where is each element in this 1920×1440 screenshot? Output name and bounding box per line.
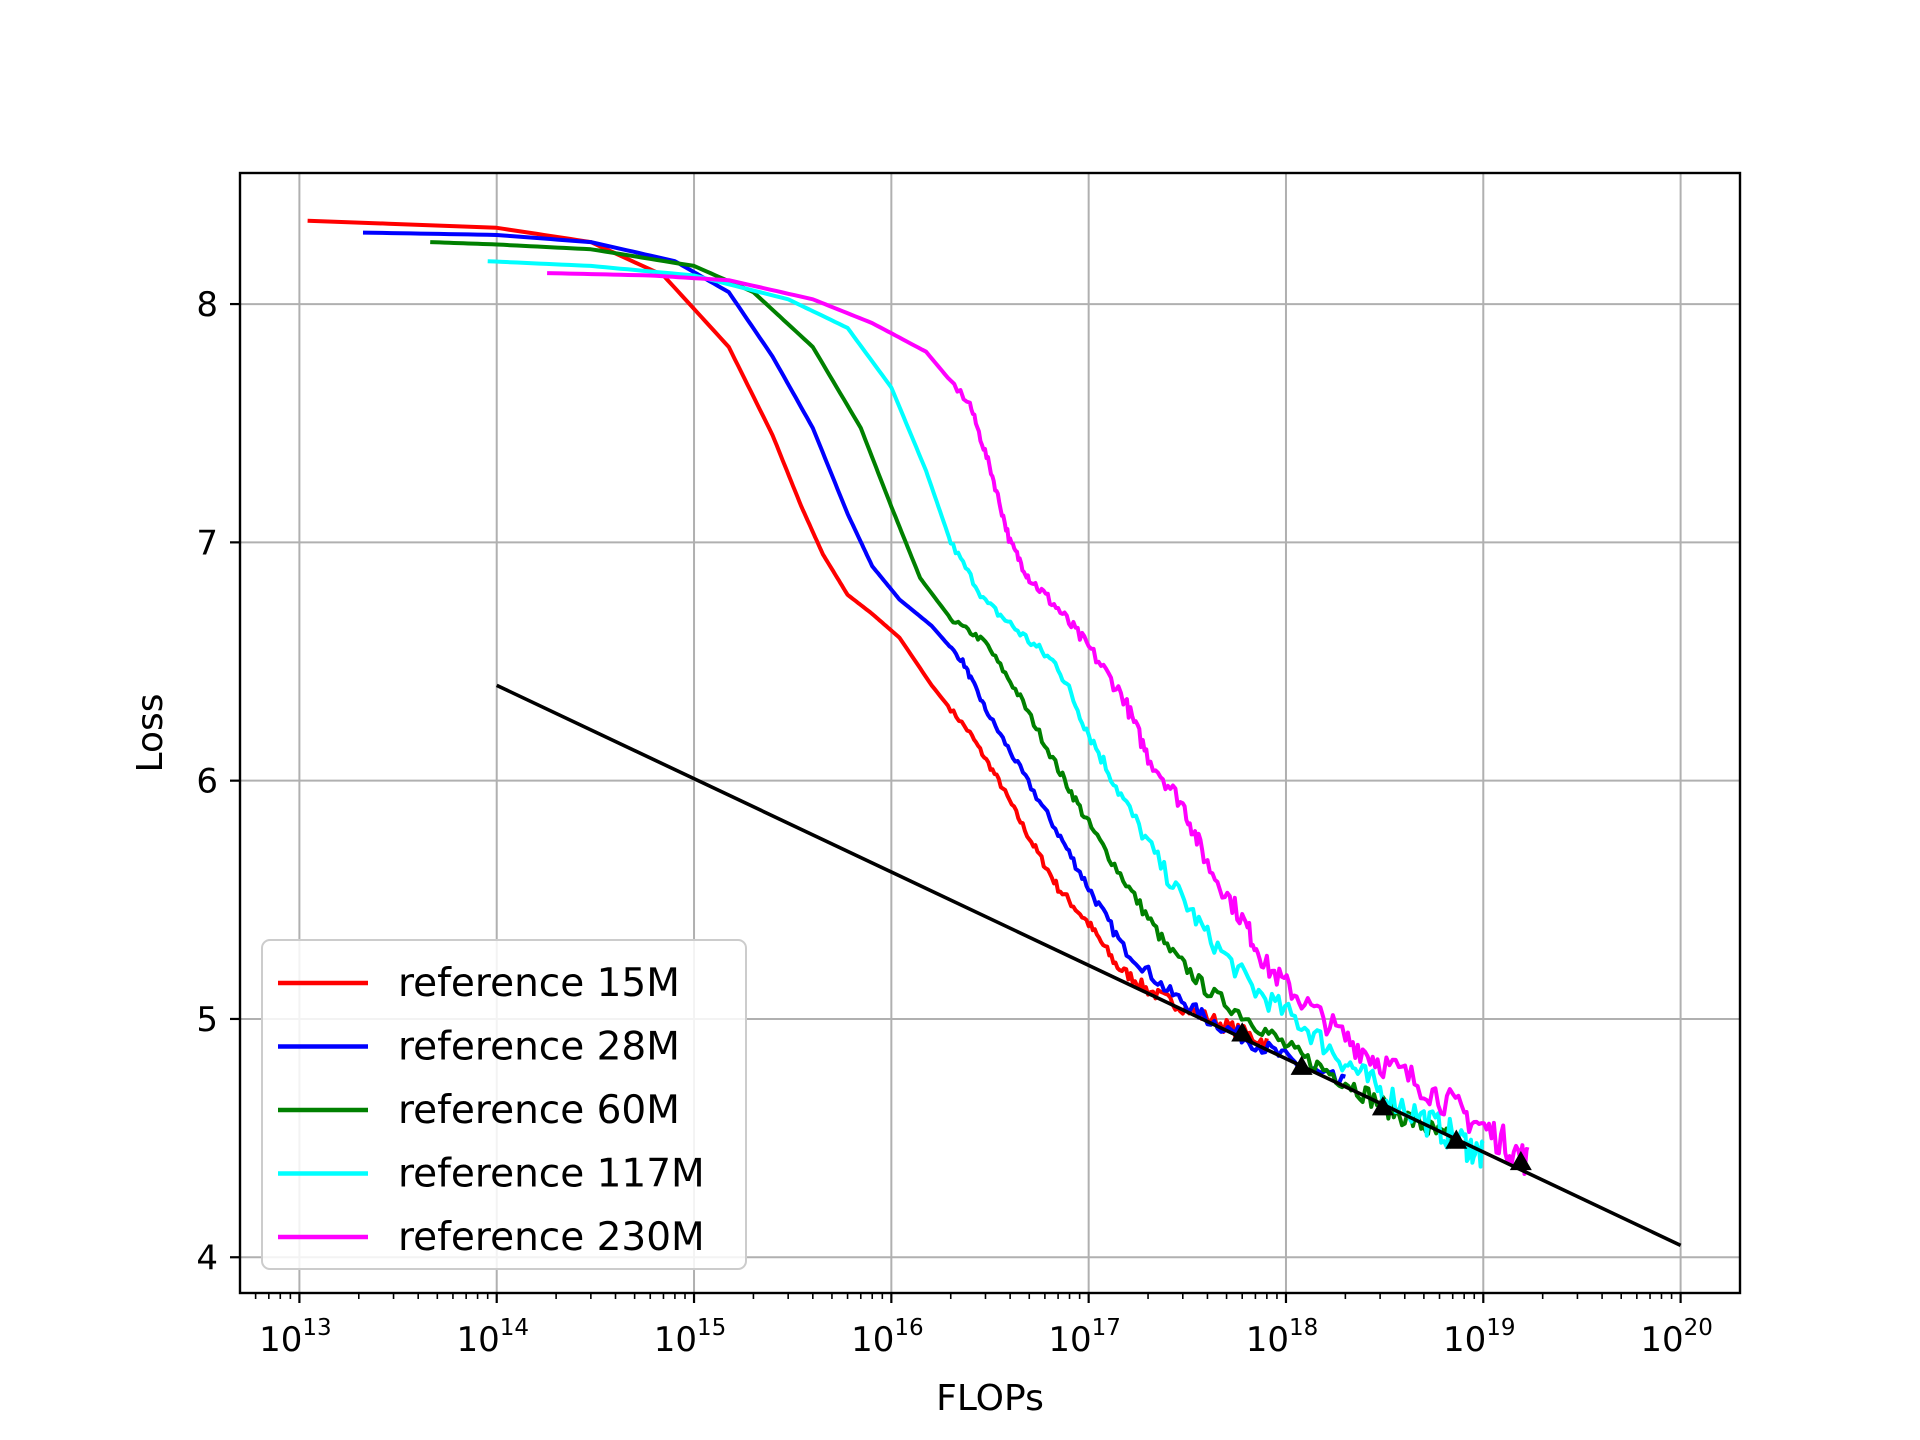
y-tick-label: 5 bbox=[196, 1000, 218, 1040]
x-tick-base: 10 bbox=[259, 1320, 302, 1360]
fit-marker bbox=[1231, 1022, 1254, 1042]
x-tick-base: 10 bbox=[851, 1320, 894, 1360]
y-axis-label: Loss bbox=[130, 694, 171, 773]
x-tick-base: 10 bbox=[1443, 1320, 1486, 1360]
x-tick-base: 10 bbox=[1246, 1320, 1289, 1360]
series-line-reference-15m bbox=[307, 218, 1269, 1051]
y-tick-label: 4 bbox=[196, 1238, 218, 1278]
axes-frame bbox=[238, 171, 1742, 1295]
legend: reference 15M reference 28M reference 60M r… bbox=[261, 939, 747, 1270]
x-tick-base: 10 bbox=[1640, 1320, 1683, 1360]
x-tick-label: 1019 bbox=[1443, 1315, 1516, 1360]
x-axis: 1013 1014 1015 1016 1017 1018 1019 1020 bbox=[254, 1293, 1713, 1360]
legend-label: reference 60M bbox=[398, 1088, 680, 1133]
x-tick-exponent: 14 bbox=[500, 1315, 529, 1341]
x-tick-exponent: 19 bbox=[1486, 1315, 1515, 1341]
series-line-reference-60m bbox=[430, 240, 1455, 1149]
series-layer bbox=[307, 218, 1682, 1247]
y-tick-label: 8 bbox=[196, 285, 218, 325]
fit-marker bbox=[1290, 1055, 1313, 1075]
x-tick-exponent: 13 bbox=[302, 1315, 331, 1341]
legend-label: reference 230M bbox=[398, 1215, 705, 1260]
y-axis: 4 5 6 7 8 bbox=[196, 285, 240, 1278]
x-tick-exponent: 16 bbox=[894, 1315, 923, 1341]
x-tick-label: 1020 bbox=[1640, 1315, 1713, 1360]
plot-area bbox=[307, 218, 1682, 1247]
x-tick-label: 1015 bbox=[654, 1315, 727, 1360]
series-line-reference-230m bbox=[547, 271, 1530, 1176]
x-tick-exponent: 18 bbox=[1289, 1315, 1318, 1341]
fit-marker bbox=[1371, 1096, 1394, 1116]
legend-label: reference 15M bbox=[398, 961, 680, 1006]
x-tick-label: 1017 bbox=[1048, 1315, 1121, 1360]
fit-marker bbox=[1445, 1129, 1468, 1149]
x-tick-label: 1014 bbox=[456, 1315, 529, 1360]
legend-label: reference 117M bbox=[398, 1152, 705, 1197]
x-axis-label: FLOPs bbox=[936, 1378, 1044, 1419]
x-tick-base: 10 bbox=[456, 1320, 499, 1360]
x-tick-label: 1018 bbox=[1246, 1315, 1319, 1360]
y-tick-label: 7 bbox=[196, 523, 218, 563]
legend-box bbox=[261, 939, 747, 1270]
x-tick-base: 10 bbox=[1048, 1320, 1091, 1360]
y-tick-label: 6 bbox=[196, 762, 218, 802]
x-tick-exponent: 15 bbox=[697, 1315, 726, 1341]
fit-line bbox=[495, 683, 1682, 1247]
series-line-reference-117m bbox=[487, 259, 1485, 1169]
x-tick-label: 1013 bbox=[259, 1315, 332, 1360]
x-tick-exponent: 20 bbox=[1684, 1315, 1713, 1341]
x-tick-exponent: 17 bbox=[1092, 1315, 1121, 1341]
x-tick-base: 10 bbox=[654, 1320, 697, 1360]
legend-label: reference 28M bbox=[398, 1025, 680, 1070]
x-tick-label: 1016 bbox=[851, 1315, 924, 1360]
fit-marker bbox=[1509, 1150, 1532, 1171]
